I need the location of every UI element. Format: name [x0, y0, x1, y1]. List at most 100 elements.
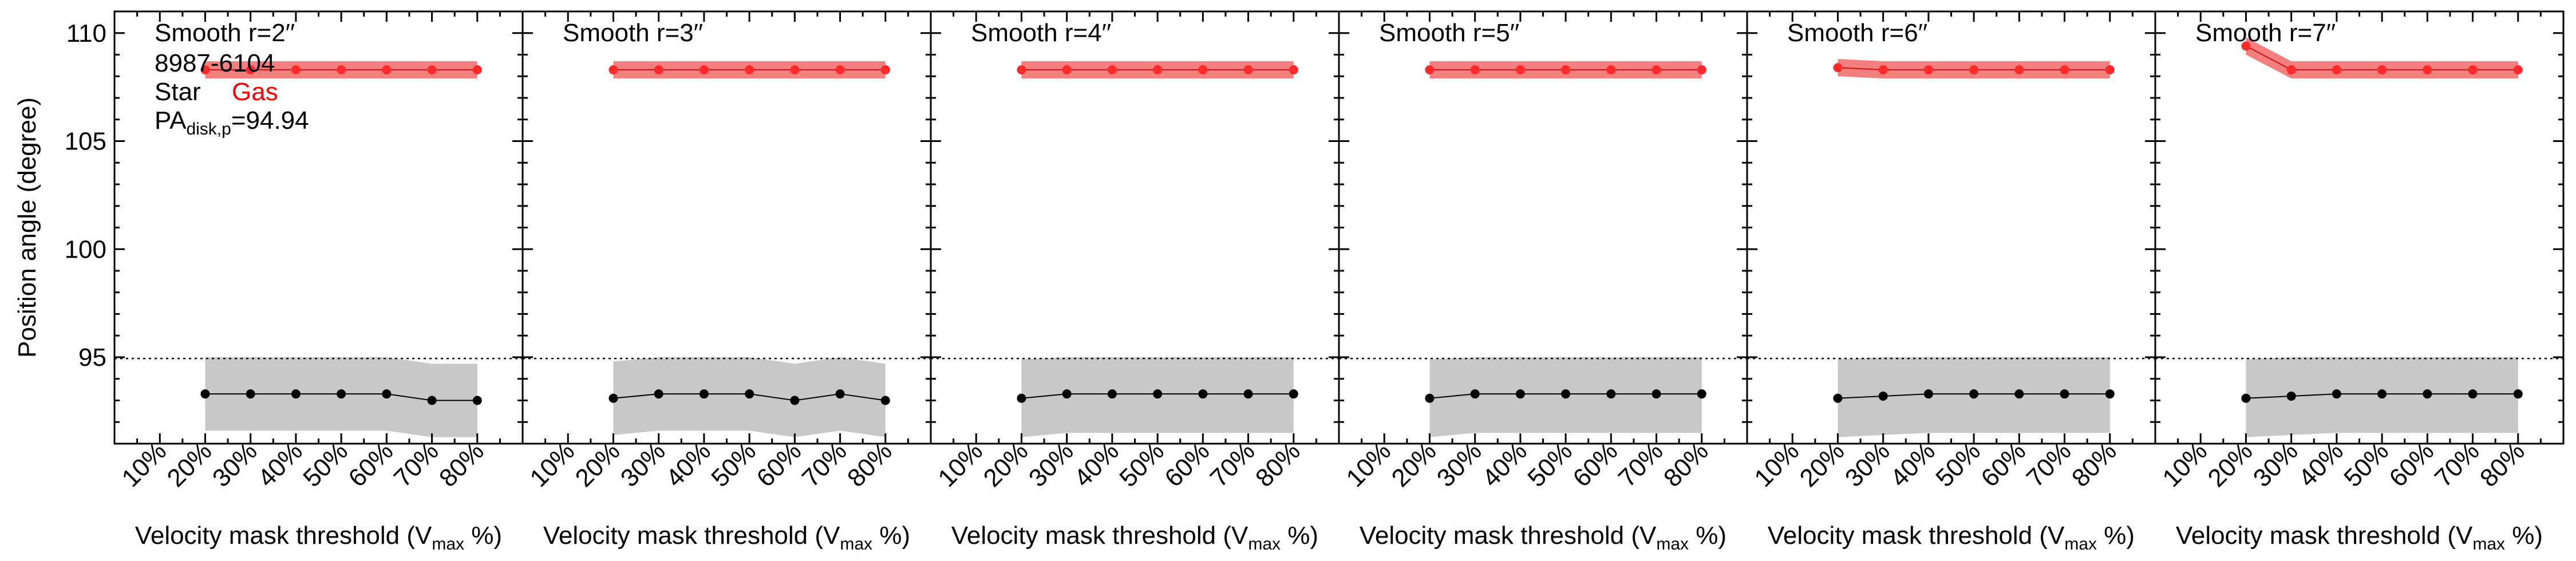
panel-6: 10%20%30%40%50%60%70%80% Velocity mask th…: [2154, 10, 2565, 554]
legend-star-label: Star: [155, 78, 201, 106]
star-point: [835, 389, 845, 399]
x-axis-label: Velocity mask threshold (Vmax %): [1768, 522, 2135, 554]
x-tick-label: 70%: [797, 437, 852, 492]
gas-point: [382, 65, 392, 74]
y-tick-label: 110: [66, 19, 106, 48]
x-tick-label: 20%: [978, 437, 1034, 492]
gas-point: [1198, 65, 1208, 74]
gas-point: [1289, 65, 1298, 74]
star-point: [1923, 389, 1933, 399]
x-tick-label: 50%: [1930, 437, 1986, 492]
pa-disk-label: PAdisk,p=94.94: [155, 106, 309, 139]
x-tick-label: 40%: [661, 437, 716, 492]
gas-point: [1425, 65, 1435, 74]
legend-gas-label: Gas: [232, 78, 278, 106]
x-tick-label: 10%: [1341, 437, 1396, 492]
star-point: [2105, 389, 2115, 399]
star-point: [609, 393, 618, 403]
gas-point: [2377, 65, 2387, 74]
panel-title: Smooth r=2′′: [155, 19, 295, 47]
gas-point: [1107, 65, 1117, 74]
star-point: [880, 396, 890, 405]
gas-point: [1923, 65, 1933, 74]
plot-area: [931, 61, 1339, 437]
star-point: [1425, 393, 1435, 403]
panel-2: 10%20%30%40%50%60%70%80% Velocity mask th…: [521, 10, 932, 554]
x-tick-label: 30%: [1432, 437, 1487, 492]
gas-point: [427, 65, 437, 74]
star-point: [1606, 389, 1616, 399]
x-tick-label: 60%: [1159, 437, 1215, 492]
star-point: [654, 389, 663, 399]
panel-4: 10%20%30%40%50%60%70%80% Velocity mask th…: [1338, 10, 1748, 554]
x-tick-label: 60%: [2384, 437, 2439, 492]
gas-point: [1697, 65, 1706, 74]
gas-point: [2060, 65, 2069, 74]
star-point: [2241, 393, 2251, 403]
plot-area: [114, 61, 523, 437]
x-tick-label: 40%: [2293, 437, 2349, 492]
x-axis-label: Velocity mask threshold (Vmax %): [543, 522, 910, 554]
star-point: [2377, 389, 2387, 399]
star-point: [1198, 389, 1208, 399]
star-point: [337, 389, 346, 399]
star-point: [745, 389, 754, 399]
star-point: [1833, 393, 1843, 403]
star-point: [200, 389, 210, 399]
x-tick-label: 30%: [1840, 437, 1895, 492]
panel-title: Smooth r=5′′: [1379, 19, 1519, 47]
plot-area: [1339, 61, 1747, 437]
x-tick-label: 50%: [1114, 437, 1170, 492]
star-point: [2286, 391, 2296, 401]
x-tick-label: 10%: [116, 437, 172, 492]
x-tick-label: 20%: [1386, 437, 1442, 492]
gas-point: [1561, 65, 1571, 74]
panel-3: 10%20%30%40%50%60%70%80% Velocity mask th…: [930, 10, 1340, 554]
x-tick-label: 30%: [1024, 437, 1079, 492]
x-tick-label: 70%: [1205, 437, 1261, 492]
x-tick-label: 10%: [933, 437, 988, 492]
x-tick-label: 60%: [1567, 437, 1623, 492]
gas-point: [246, 65, 255, 74]
x-tick-label: 30%: [2248, 437, 2304, 492]
gas-point: [1652, 65, 1661, 74]
star-point: [1697, 389, 1706, 399]
star-point: [2060, 389, 2069, 399]
x-tick-label: 80%: [2475, 437, 2530, 492]
gas-point: [790, 65, 800, 74]
star-point: [1153, 389, 1163, 399]
gas-point: [1515, 65, 1525, 74]
gas-point: [699, 65, 709, 74]
panel-5: 10%20%30%40%50%60%70%80% Velocity mask th…: [1746, 10, 2156, 554]
gas-point: [2513, 65, 2523, 74]
x-tick-label: 20%: [1795, 437, 1850, 492]
x-tick-label: 80%: [434, 437, 489, 492]
star-point: [699, 389, 709, 399]
x-tick-label: 20%: [570, 437, 626, 492]
x-tick-label: 70%: [2429, 437, 2485, 492]
x-tick-label: 70%: [2021, 437, 2077, 492]
star-point: [246, 389, 255, 399]
gas-point: [835, 65, 845, 74]
x-tick-label: 70%: [389, 437, 444, 492]
star-point: [427, 396, 437, 405]
star-point: [1243, 389, 1253, 399]
gas-point: [2332, 65, 2341, 74]
star-point: [1561, 389, 1571, 399]
x-tick-label: 70%: [1613, 437, 1669, 492]
gas-point: [1243, 65, 1253, 74]
star-point: [1969, 389, 1979, 399]
x-tick-label: 10%: [1749, 437, 1804, 492]
gas-point: [1153, 65, 1163, 74]
x-tick-label: 40%: [1069, 437, 1124, 492]
gas-point: [200, 65, 210, 74]
x-tick-label: 10%: [524, 437, 580, 492]
x-tick-label: 30%: [207, 437, 263, 492]
gas-point: [1969, 65, 1979, 74]
panel-1: 95 100 105 110 10%20%30%40%50%60%70%80% Veloc…: [65, 10, 524, 554]
x-axis-label: Velocity mask threshold (Vmax %): [951, 522, 1318, 554]
gas-point: [609, 65, 618, 74]
panel-title: Smooth r=4′′: [971, 19, 1111, 47]
